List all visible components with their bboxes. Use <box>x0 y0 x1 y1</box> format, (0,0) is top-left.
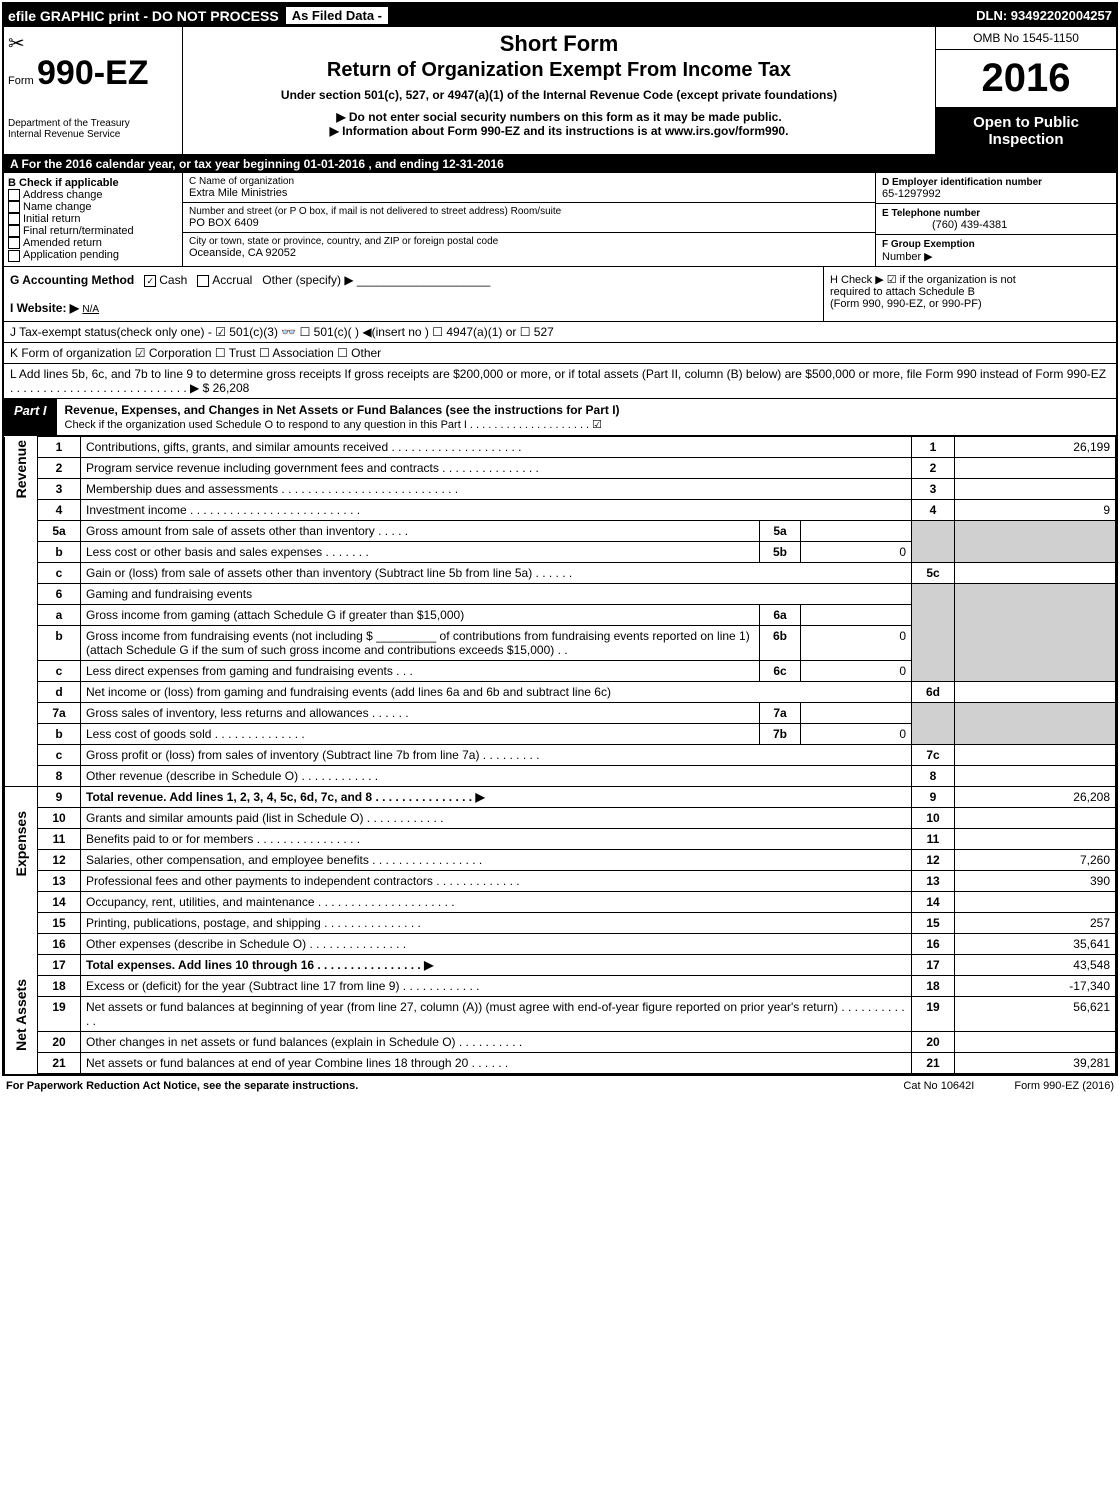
street-value: PO BOX 6409 <box>189 217 869 229</box>
form-header: ✂ Form 990-EZ Department of the Treasury… <box>4 27 1116 155</box>
city-label: City or town, state or province, country… <box>189 236 869 247</box>
part1-table: Revenue 1 Contributions, gifts, grants, … <box>4 436 1116 1074</box>
cb-pending[interactable] <box>8 250 20 262</box>
cb-address[interactable] <box>8 189 20 201</box>
org-name: Extra Mile Ministries <box>189 187 869 199</box>
part1-label: Part I <box>4 399 57 435</box>
h-line2: required to attach Schedule B <box>830 286 1110 298</box>
open-to-public: Open to Public Inspection <box>936 108 1116 154</box>
f-label: F Group Exemption <box>882 239 975 250</box>
tel-value: (760) 439-4381 <box>882 219 1007 231</box>
side-expenses: Expenses <box>13 811 29 876</box>
title-shortform: Short Form <box>191 31 927 57</box>
part1-title: Revenue, Expenses, and Changes in Net As… <box>65 403 620 417</box>
h-line3: (Form 990, 990-EZ, or 990-PF) <box>830 298 1110 310</box>
cb-cash[interactable]: ✓ <box>144 275 156 287</box>
col-b-checkboxes: B Check if applicable Address change Nam… <box>4 173 183 266</box>
instruction-2: ▶ Information about Form 990-EZ and its … <box>191 124 927 138</box>
footer-left: For Paperwork Reduction Act Notice, see … <box>6 1080 358 1092</box>
subtitle: Under section 501(c), 527, or 4947(a)(1)… <box>191 88 927 102</box>
part1-sub: Check if the organization used Schedule … <box>65 419 603 431</box>
dln-text: DLN: 93492202004257 <box>976 8 1112 23</box>
dept-irs: Internal Revenue Service <box>8 129 178 140</box>
cb-final[interactable] <box>8 225 20 237</box>
section-b-to-f: B Check if applicable Address change Nam… <box>4 173 1116 267</box>
i-label: I Website: ▶ <box>10 301 79 315</box>
ein-value: 65-1297992 <box>882 188 941 200</box>
c-label: C Name of organization <box>189 176 869 187</box>
dept-treasury: Department of the Treasury <box>8 118 178 129</box>
d-label: D Employer identification number <box>882 177 1042 188</box>
form-prefix: Form <box>8 75 34 87</box>
row-k: K Form of organization ☑ Corporation ☐ T… <box>4 343 1116 364</box>
footer-catno: Cat No 10642I <box>903 1080 974 1092</box>
city-value: Oceanside, CA 92052 <box>189 247 869 259</box>
cb-initial[interactable] <box>8 213 20 225</box>
page-footer: For Paperwork Reduction Act Notice, see … <box>0 1078 1120 1094</box>
part1-header: Part I Revenue, Expenses, and Changes in… <box>4 399 1116 436</box>
i-value: N/A <box>82 304 99 315</box>
street-label: Number and street (or P O box, if mail i… <box>189 206 869 217</box>
e-label: E Telephone number <box>882 208 980 219</box>
tax-year: 2016 <box>936 50 1116 108</box>
g-label: G Accounting Method <box>10 273 134 287</box>
efile-text: efile GRAPHIC print - DO NOT PROCESS <box>8 8 279 24</box>
instruction-1: ▶ Do not enter social security numbers o… <box>191 110 927 124</box>
top-bar: efile GRAPHIC print - DO NOT PROCESS As … <box>4 4 1116 27</box>
row-j: J Tax-exempt status(check only one) - ☑ … <box>4 322 1116 343</box>
side-revenue: Revenue <box>13 440 29 498</box>
cb-amended[interactable] <box>8 237 20 249</box>
f-label2: Number ▶ <box>882 251 933 263</box>
section-g-h: G Accounting Method ✓Cash Accrual Other … <box>4 267 1116 322</box>
title-return: Return of Organization Exempt From Incom… <box>191 59 927 82</box>
omb-number: OMB No 1545-1150 <box>936 27 1116 50</box>
footer-formref: Form 990-EZ (2016) <box>1014 1080 1114 1092</box>
row-l: L Add lines 5b, 6c, and 7b to line 9 to … <box>4 364 1116 399</box>
cb-name[interactable] <box>8 201 20 213</box>
cb-accrual[interactable] <box>197 275 209 287</box>
h-line1: H Check ▶ ☑ if the organization is not <box>830 273 1110 286</box>
row-a-taxyear: A For the 2016 calendar year, or tax yea… <box>4 155 1116 173</box>
side-netassets: Net Assets <box>13 979 29 1051</box>
form-number: 990-EZ <box>37 54 149 92</box>
as-filed-badge: As Filed Data - <box>285 6 389 25</box>
